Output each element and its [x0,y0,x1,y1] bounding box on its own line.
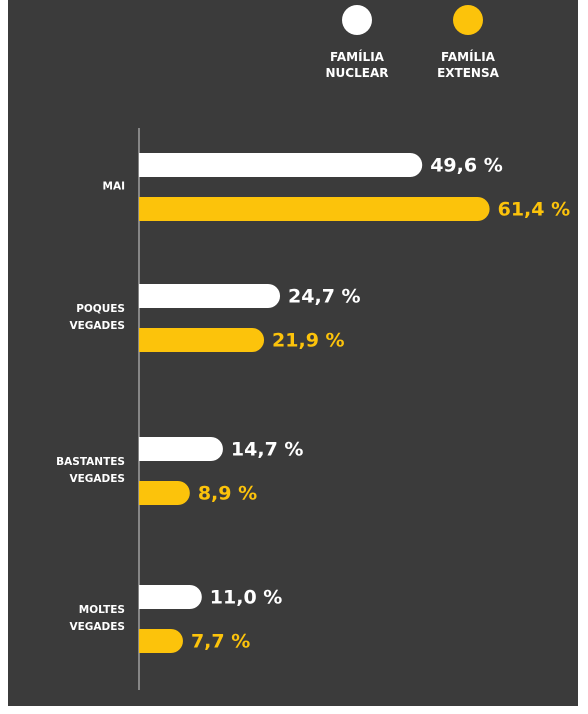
legend-label: FAMÍLIA NUCLEAR [325,50,389,80]
legend-swatch [453,5,483,35]
category-label: MAI [102,180,125,193]
value-label: 11,0 % [210,587,283,609]
bar [139,629,183,653]
bar [139,585,202,609]
bar [139,437,223,461]
value-label: 61,4 % [498,199,571,221]
value-label: 8,9 % [198,483,257,505]
value-label: 24,7 % [288,286,361,308]
bar [139,481,190,505]
category-label: BASTANTES VEGADES [56,456,125,485]
bar [139,153,423,177]
bar [139,197,490,221]
category-label: MOLTES VEGADES [69,604,126,633]
chart-card: 49,6 % 61,4 % 24,7 % 21,9 % 14,7 % 8,9 % 11,0 … [8,0,578,706]
bar [139,328,265,352]
legend-swatch [342,5,372,35]
value-label: 49,6 % [430,155,503,177]
bar [139,284,281,308]
category-label: POQUES VEGADES [69,303,126,332]
value-label: 21,9 % [272,330,345,352]
value-label: 14,7 % [231,439,304,461]
legend-label: FAMÍLIA EXTENSA [437,50,499,80]
chart: 49,6 % 61,4 % 24,7 % 21,9 % 14,7 % 8,9 % 11,0 … [138,5,571,690]
value-label: 7,7 % [191,631,250,653]
